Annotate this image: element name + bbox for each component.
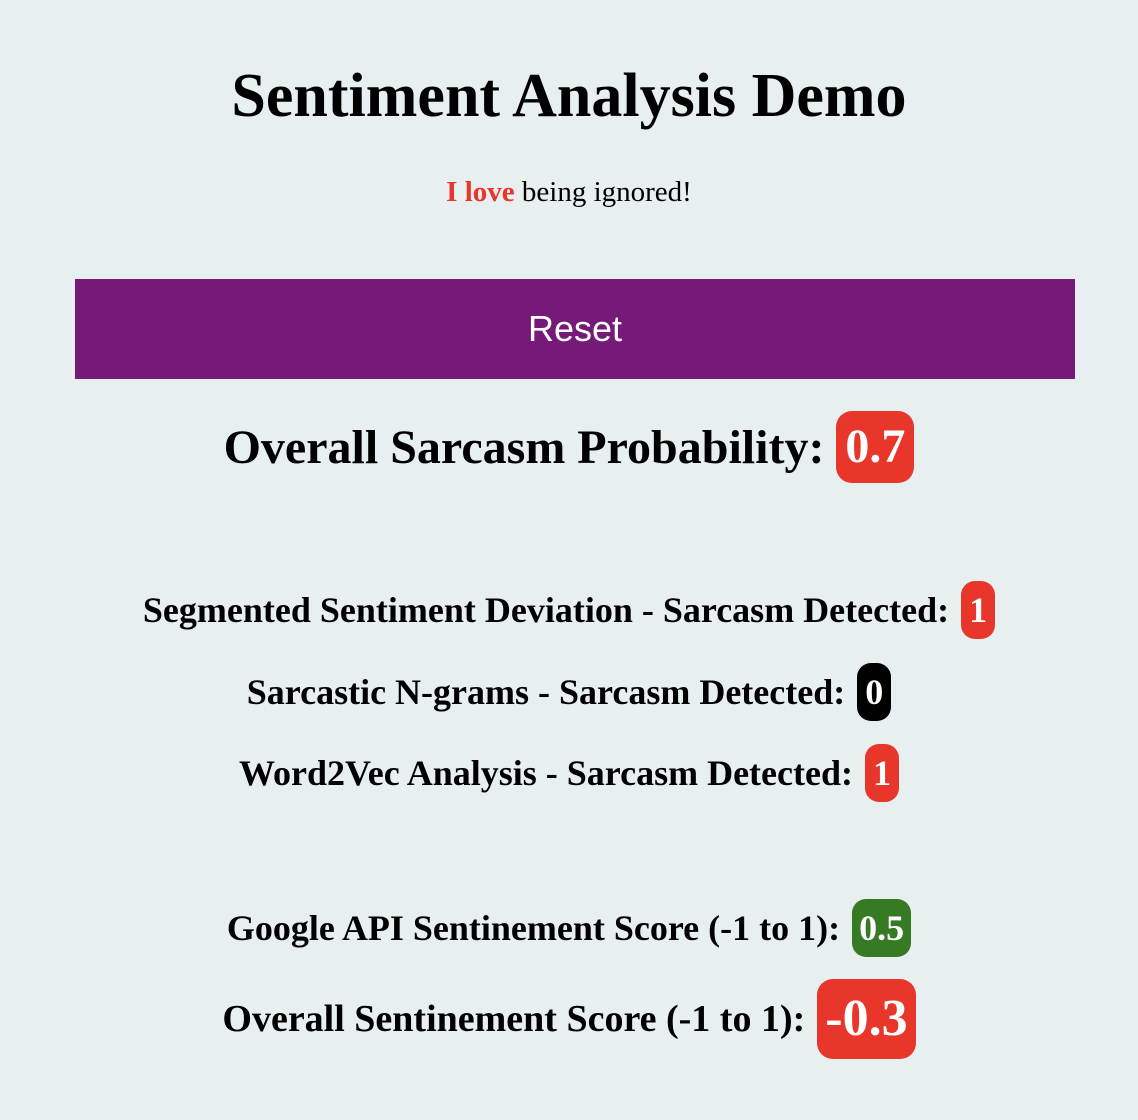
overall-sarcasm-probability-label: Overall Sarcasm Probability:: [223, 420, 825, 474]
metric-row-sarcastic-ngrams: Sarcastic N-grams - Sarcasm Detected: 0: [0, 663, 1138, 721]
overall-sentiment-score-badge: -0.3: [817, 979, 916, 1059]
metric-value-badge: 1: [961, 581, 996, 639]
metric-label: Segmented Sentiment Deviation - Sarcasm …: [142, 590, 950, 630]
google-api-score-row: Google API Sentinement Score (-1 to 1): …: [0, 899, 1138, 957]
page-title: Sentiment Analysis Demo: [231, 62, 907, 130]
metric-value-badge: 1: [864, 744, 899, 802]
metric-label: Word2Vec Analysis - Sarcasm Detected:: [239, 753, 853, 793]
sentence-highlight: I love: [446, 176, 515, 208]
metric-row-segmented-deviation: Segmented Sentiment Deviation - Sarcasm …: [0, 581, 1138, 639]
metric-row-word2vec: Word2Vec Analysis - Sarcasm Detected: 1: [0, 744, 1138, 802]
google-api-score-label: Google API Sentinement Score (-1 to 1):: [226, 908, 841, 948]
sentence-rest: being ignored!: [514, 176, 692, 208]
metric-value-badge: 0: [857, 663, 892, 721]
overall-sentiment-score-row: Overall Sentinement Score (-1 to 1): -0.…: [0, 979, 1138, 1059]
overall-sentiment-score-label: Overall Sentinement Score (-1 to 1):: [222, 998, 806, 1040]
overall-sarcasm-probability-row: Overall Sarcasm Probability: 0.7: [0, 411, 1138, 483]
google-api-score-badge: 0.5: [852, 899, 912, 957]
analyzed-sentence: I love being ignored!: [0, 174, 1138, 210]
metric-label: Sarcastic N-grams - Sarcasm Detected:: [246, 672, 846, 712]
reset-button[interactable]: Reset: [75, 279, 1075, 379]
overall-sarcasm-probability-badge: 0.7: [836, 411, 915, 483]
